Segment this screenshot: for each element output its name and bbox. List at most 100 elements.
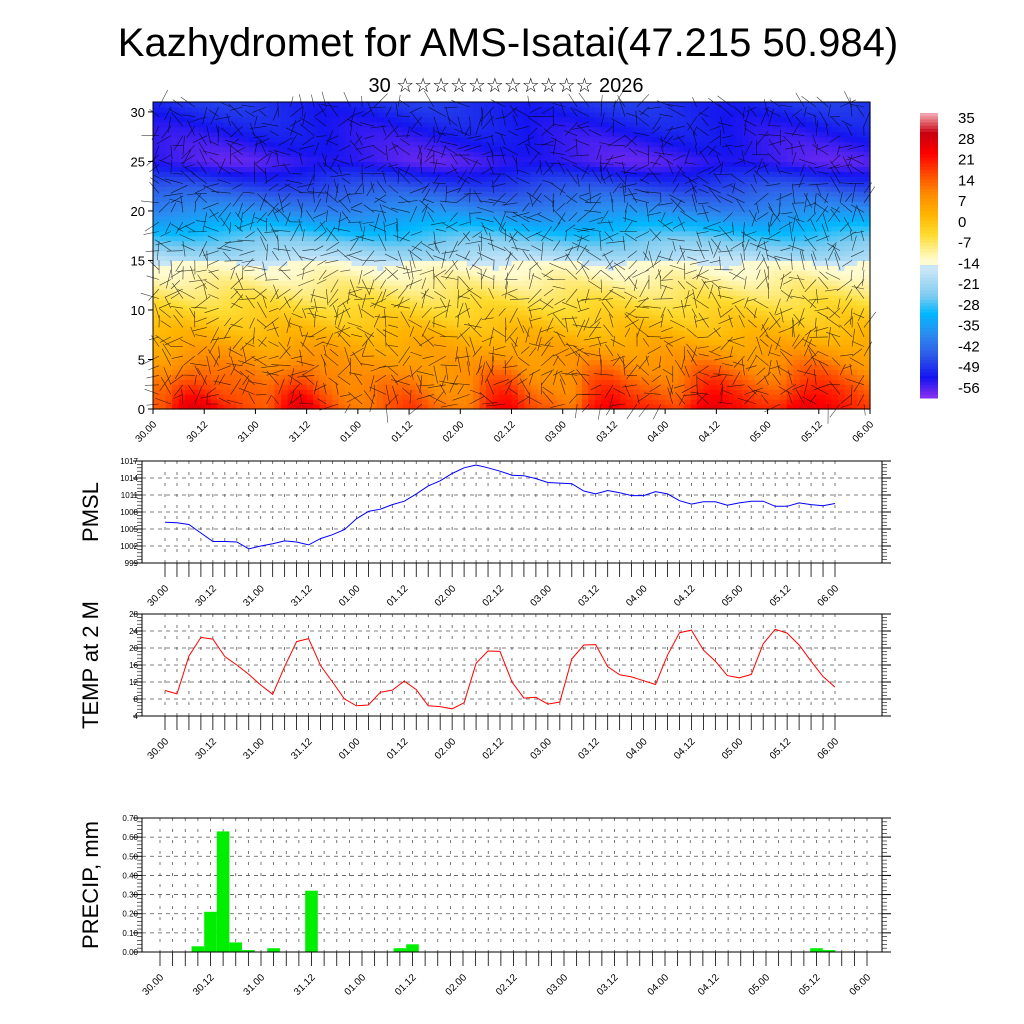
heatmap-cell [498, 305, 506, 311]
heatmap-cell [204, 324, 212, 331]
heatmap-cell [210, 176, 218, 182]
heatmap-cell [249, 106, 257, 113]
heatmap-cell [370, 344, 378, 351]
heatmap-cell [626, 329, 634, 336]
heatmap-cell [639, 116, 647, 123]
heatmap-cell [242, 329, 250, 336]
heatmap-cell [191, 329, 199, 336]
heatmap-cell [665, 290, 673, 296]
heatmap-cell [492, 240, 500, 247]
heatmap-cell [460, 106, 468, 113]
heatmap-cell [268, 265, 276, 271]
heatmap-cell [492, 230, 500, 237]
heatmap-cell [415, 186, 423, 192]
heatmap-cell [492, 191, 500, 197]
heatmap-cell [159, 309, 167, 316]
heatmap-cell [377, 186, 385, 192]
heatmap-cell [204, 171, 212, 177]
heatmap-cell [191, 106, 199, 113]
heatmap-cell [441, 324, 449, 331]
heatmap-cell [645, 181, 653, 187]
heatmap-cell [601, 359, 609, 366]
heatmap-cell [242, 389, 250, 395]
heatmap-cell [441, 245, 449, 252]
heatmap-cell [588, 399, 596, 405]
heatmap-cell [377, 126, 385, 133]
heatmap-cell [351, 295, 359, 301]
heatmap-cell [588, 126, 596, 133]
heatmap-cell [517, 146, 525, 153]
heatmap-cell [633, 319, 641, 326]
heatmap-cell [229, 309, 237, 316]
heatmap-cell [383, 235, 391, 242]
heatmap-cell [556, 181, 564, 187]
heatmap-cell [223, 384, 231, 390]
heatmap-cell [357, 255, 365, 262]
heatmap-cell [357, 404, 365, 410]
heatmap-cell [319, 369, 327, 375]
heatmap-cell [377, 191, 385, 197]
heatmap-cell [165, 290, 173, 296]
heatmap-cell [338, 255, 346, 262]
heatmap-cell [415, 205, 423, 212]
heatmap-cell [313, 364, 321, 370]
heatmap-cell [255, 196, 263, 202]
heatmap-cell [172, 210, 180, 217]
heatmap-cell [537, 290, 545, 296]
heatmap-cell [357, 349, 365, 356]
heatmap-cell [524, 349, 532, 356]
heatmap-cell [620, 205, 628, 212]
heatmap-cell [377, 146, 385, 153]
heatmap-cell [466, 136, 474, 143]
heatmap-cell [165, 131, 173, 138]
heatmap-cell [396, 270, 404, 276]
heatmap-cell [236, 270, 244, 276]
heatmap-cell [575, 156, 583, 163]
heatmap-cell [569, 250, 577, 257]
heatmap-cell [639, 280, 647, 286]
heatmap-cell [473, 156, 481, 163]
heatmap-cell [421, 131, 429, 138]
heatmap-cell [345, 369, 353, 375]
heatmap-cell [293, 339, 301, 346]
heatmap-cell [185, 156, 193, 163]
heatmap-cell [453, 136, 461, 143]
heatmap-cell [185, 324, 193, 331]
heatmap-cell [453, 166, 461, 172]
heatmap-cell [357, 295, 365, 301]
heatmap-cell [415, 156, 423, 163]
heatmap-cell [223, 146, 231, 153]
heatmap-cell [383, 215, 391, 222]
heatmap-cell [204, 309, 212, 316]
heatmap-cell [498, 285, 506, 291]
heatmap-cell [466, 359, 474, 366]
heatmap-cell [581, 235, 589, 242]
heatmap-cell [197, 121, 205, 128]
heatmap-cell [268, 359, 276, 366]
heatmap-cell [530, 384, 538, 390]
heatmap-cell [639, 156, 647, 163]
heatmap-cell [274, 354, 282, 361]
heatmap-cell [281, 151, 289, 158]
heatmap-cell [332, 265, 340, 271]
heatmap-cell [645, 275, 653, 281]
heatmap-cell [524, 334, 532, 341]
heatmap-cell [351, 126, 359, 133]
heatmap-cell [601, 280, 609, 286]
heatmap-cell [293, 235, 301, 242]
heatmap-cell [581, 205, 589, 212]
heatmap-cell [543, 309, 551, 316]
heatmap-cell [658, 344, 666, 351]
heatmap-cell [338, 220, 346, 227]
heatmap-cell [530, 255, 538, 262]
heatmap-cell [575, 260, 583, 266]
heatmap-cell [217, 225, 225, 232]
heatmap-cell [479, 225, 487, 232]
heatmap-cell [274, 220, 282, 227]
heatmap-cell [645, 196, 653, 202]
heatmap-cell [402, 245, 410, 252]
heatmap-cell [524, 339, 532, 346]
heatmap-cell [556, 201, 564, 207]
heatmap-cell [178, 255, 186, 262]
heatmap-cell [185, 369, 193, 375]
